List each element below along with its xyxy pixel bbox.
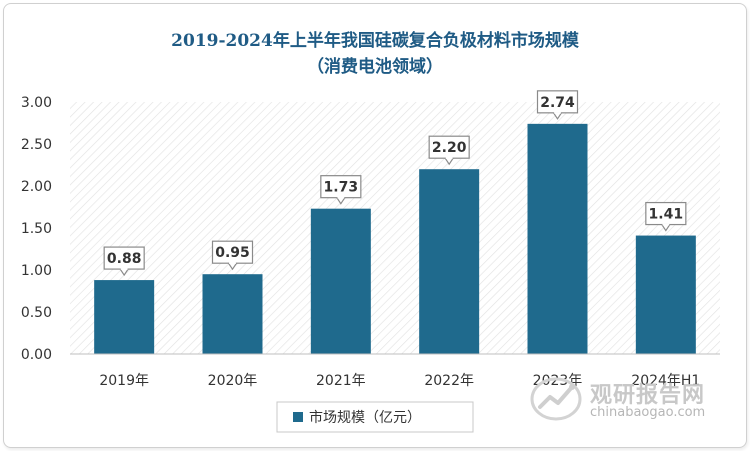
bar-2022年	[419, 169, 480, 354]
y-tick-label: 0.50	[21, 305, 52, 321]
data-label: 2.74	[540, 95, 575, 111]
legend-frame	[276, 401, 474, 433]
watermark-en: chinabaogao.com	[590, 405, 706, 420]
bar-2019年	[94, 280, 155, 354]
data-label: 0.95	[215, 245, 250, 261]
watermark-logo-icon	[530, 377, 582, 421]
data-label-pointer	[228, 262, 237, 271]
data-label-pointer	[119, 268, 129, 277]
y-tick-label: 3.00	[21, 95, 52, 111]
y-tick-label: 2.50	[21, 137, 52, 153]
data-label: 2.20	[432, 140, 467, 156]
y-tick-label: 1.50	[21, 221, 52, 237]
data-label: 1.73	[324, 180, 359, 196]
x-tick-label: 2020年	[208, 373, 258, 389]
bar-2023年	[527, 123, 588, 354]
x-tick-label: 2021年	[316, 373, 366, 389]
data-label-pointer	[336, 197, 346, 205]
y-tick-label: 0.00	[21, 347, 52, 363]
watermark: 观研报告网 chinabaogao.com	[528, 373, 738, 425]
chart-title: 2019-2024年上半年我国硅碳复合负极材料市场规模	[171, 31, 579, 51]
legend-swatch	[293, 412, 303, 422]
chart-subtitle: （消费电池领域）	[307, 57, 443, 77]
x-tick-label: 2022年	[424, 373, 474, 389]
legend-label: 市场规模（亿元）	[309, 409, 421, 426]
data-label-pointer	[553, 112, 562, 120]
legend: 市场规模（亿元）	[276, 401, 474, 433]
bar-2024年H1	[635, 235, 696, 354]
y-tick-label: 1.00	[21, 263, 52, 279]
y-tick-label: 2.00	[21, 179, 52, 195]
watermark-cn: 观研报告网	[590, 383, 706, 408]
bar-2021年	[310, 208, 371, 354]
bar-2020年	[202, 274, 263, 354]
x-tick-label: 2024年H1	[631, 373, 700, 389]
data-label-pointer	[444, 157, 454, 166]
data-label: 1.41	[649, 207, 684, 223]
data-label-pointer	[661, 224, 671, 232]
plot-area	[70, 102, 720, 354]
data-label: 0.88	[107, 251, 142, 267]
x-tick-label: 2019年	[99, 373, 149, 389]
